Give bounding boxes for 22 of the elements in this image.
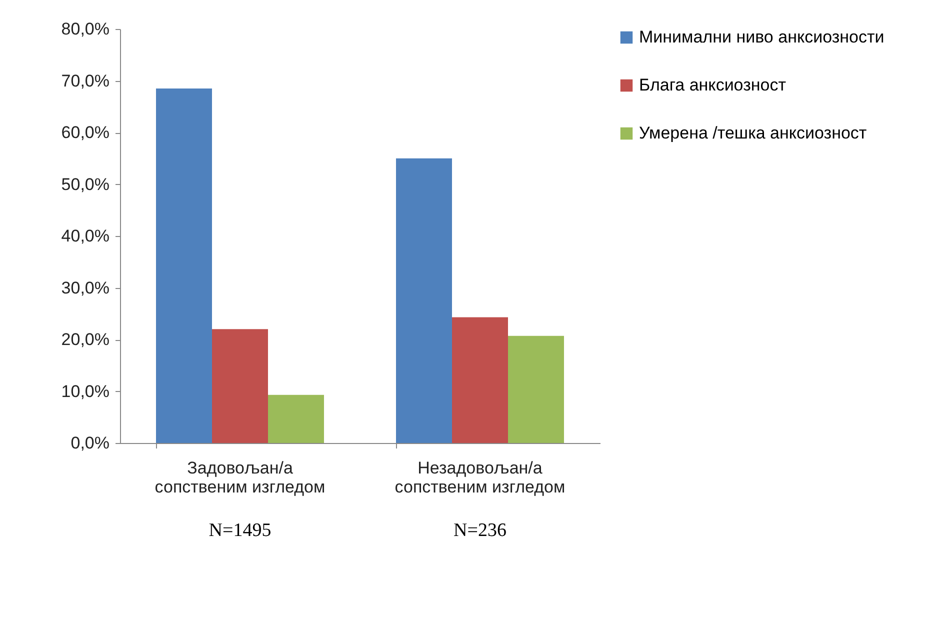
bar [508,336,564,443]
y-tick-label: 40,0% [61,226,110,246]
legend-label: Минимални ниво анксиозности [639,28,884,46]
bar [212,329,268,443]
text: N=1495 [208,520,272,541]
bar [396,158,452,443]
y-tick-label: 20,0% [61,330,110,349]
bar [452,317,508,443]
bar [156,88,212,443]
y-tick-label: 30,0% [61,278,110,298]
x-tick-label: Незадовољан/а сопственим изгледом [394,458,566,496]
legend-label: Умерена /тешка анксиозност [639,124,867,142]
y-tick-label: 0,0% [70,434,110,452]
y-tick-label: 70,0% [61,71,110,90]
y-tick-label: 60,0% [61,123,110,142]
x-tick-label: Задовољан/а сопственим изгледом [154,458,326,496]
text: N=236 [454,520,506,541]
y-tick-label: 80,0% [61,20,110,38]
bar [268,394,324,443]
y-tick-label: 10,0% [61,382,110,401]
y-tick-label: 50,0% [61,174,110,194]
legend-label: Блага анксиозност [639,76,786,94]
